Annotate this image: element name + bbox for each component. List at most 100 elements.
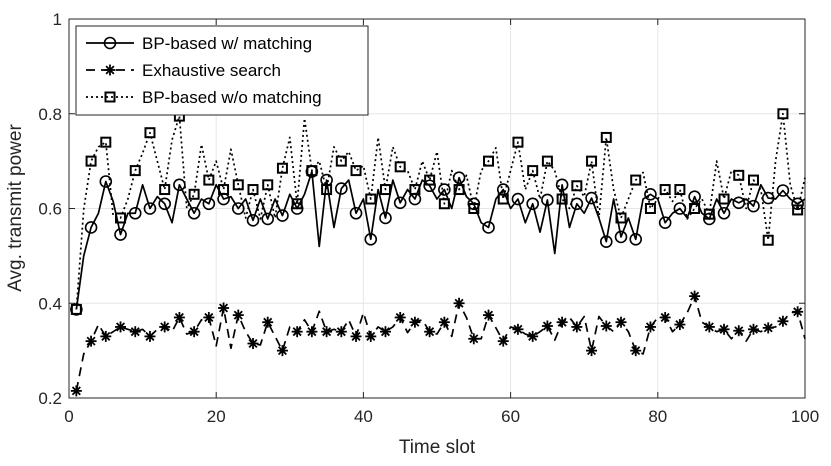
data-point (541, 320, 553, 332)
data-point (335, 326, 347, 338)
data-point (438, 316, 450, 328)
data-point (673, 202, 687, 215)
data-point (128, 206, 142, 220)
data-point (143, 202, 157, 215)
y-tick-label: 0.6 (38, 200, 62, 219)
data-point (203, 311, 215, 323)
asterisk-stroke (322, 327, 332, 337)
data-point (306, 165, 318, 177)
asterisk-stroke (351, 331, 361, 341)
asterisk-stroke (660, 312, 670, 322)
data-point (409, 184, 421, 196)
legend-entry-label: BP-based w/ matching (142, 34, 312, 53)
data-point (717, 206, 731, 220)
data-point (409, 316, 421, 328)
data-point (747, 199, 760, 213)
asterisk-stroke (469, 334, 479, 344)
data-point (526, 197, 539, 211)
data-point (747, 323, 759, 335)
data-point (349, 206, 363, 220)
data-point (571, 321, 583, 333)
legend-marker (104, 64, 116, 76)
data-point (187, 206, 201, 220)
data-point (159, 184, 171, 196)
series-line (75, 112, 806, 310)
asterisk-stroke (101, 331, 111, 341)
data-point (689, 203, 701, 214)
asterisk-stroke (439, 317, 449, 327)
asterisk-stroke (587, 346, 597, 356)
data-point (218, 184, 230, 196)
asterisk-stroke (704, 322, 714, 332)
x-tick-label: 80 (648, 407, 667, 426)
x-tick-label: 60 (501, 407, 520, 426)
asterisk-stroke (410, 317, 420, 327)
data-point (674, 319, 686, 331)
asterisk-stroke (601, 321, 611, 331)
data-point (159, 321, 171, 333)
data-point (365, 193, 377, 205)
asterisk-stroke (395, 312, 405, 322)
data-point (599, 235, 613, 248)
data-point (115, 212, 127, 224)
x-tick-label: 0 (64, 407, 73, 426)
legend-marker (104, 91, 116, 103)
asterisk-stroke (204, 312, 214, 322)
data-point (291, 198, 303, 210)
y-axis-label: Avg. transmit power (5, 124, 26, 292)
data-point (144, 330, 156, 342)
data-point (424, 326, 436, 338)
series-2 (70, 290, 806, 397)
data-point (262, 179, 274, 191)
x-axis-label: Time slot (399, 437, 476, 458)
asterisk-stroke (748, 324, 759, 334)
data-point (247, 184, 259, 196)
data-point (483, 155, 495, 167)
data-point (424, 174, 436, 186)
data-point (555, 178, 569, 192)
data-point (468, 333, 480, 345)
data-point (659, 184, 671, 196)
data-point (615, 316, 627, 328)
data-point (512, 323, 524, 335)
data-point (84, 221, 98, 234)
data-point (600, 320, 612, 332)
data-point (630, 174, 642, 186)
data-point (792, 306, 804, 318)
data-point (335, 182, 348, 195)
data-point (718, 193, 730, 205)
x-tick-label: 100 (791, 407, 819, 426)
asterisk-stroke (778, 316, 788, 326)
data-point (218, 302, 230, 314)
data-point (438, 183, 451, 196)
data-point (527, 330, 539, 342)
data-point (246, 214, 260, 227)
asterisk-stroke (719, 324, 729, 334)
asterisk-stroke (645, 322, 655, 332)
data-point (688, 190, 701, 203)
data-point (777, 315, 789, 327)
data-point (321, 184, 333, 196)
data-point (644, 187, 657, 201)
data-point (129, 165, 141, 177)
data-point (261, 212, 275, 226)
asterisk-stroke (690, 291, 700, 301)
data-point (527, 165, 539, 177)
asterisk-stroke (513, 324, 523, 334)
data-point (438, 198, 450, 210)
data-point (70, 385, 82, 397)
y-tick-label: 0.2 (38, 389, 62, 408)
data-point (115, 321, 127, 333)
data-point (732, 196, 746, 210)
asterisk-stroke (233, 310, 243, 320)
data-point (99, 175, 113, 188)
data-point (203, 174, 215, 186)
asterisk-stroke (454, 298, 464, 308)
x-tick-label: 20 (207, 407, 226, 426)
data-point (394, 161, 406, 173)
data-point (379, 211, 392, 225)
y-tick-label: 0.8 (38, 105, 62, 124)
data-point (393, 196, 407, 210)
axis-ticks: 0 20 40 60 80 100 0.2 0.4 0.6 0.8 1 (38, 10, 819, 426)
